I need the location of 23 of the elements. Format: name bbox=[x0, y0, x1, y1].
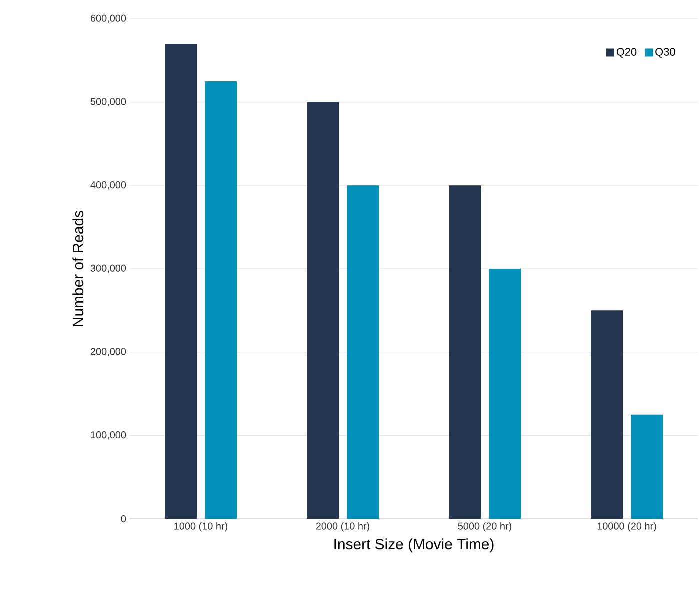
bar bbox=[165, 44, 197, 519]
x-tick-label: 5000 (20 hr) bbox=[458, 522, 512, 532]
y-tick-label: 500,000 bbox=[90, 98, 126, 106]
x-tick-label: 1000 (10 hr) bbox=[174, 522, 228, 532]
bar bbox=[591, 310, 624, 519]
y-tick-label: 200,000 bbox=[90, 348, 126, 356]
x-tick-label: 10000 (20 hr) bbox=[598, 522, 656, 532]
bar bbox=[489, 268, 522, 519]
bar bbox=[307, 102, 340, 519]
x-axis-title: Insert Size (Movie Time) bbox=[334, 538, 494, 553]
y-tick-label: 400,000 bbox=[90, 182, 126, 190]
x-tick-label: 2000 (10 hr) bbox=[316, 522, 370, 532]
bar bbox=[205, 81, 237, 519]
y-tick-label: 600,000 bbox=[90, 14, 126, 24]
y-tick-label: 0 bbox=[121, 515, 126, 523]
bar bbox=[631, 414, 664, 519]
y-axis-title: Number of Reads bbox=[72, 211, 84, 326]
y-tick-label: 300,000 bbox=[90, 264, 126, 274]
legend-label: Q30 bbox=[656, 48, 676, 58]
bar bbox=[449, 186, 482, 519]
bar bbox=[347, 186, 380, 519]
legend-label: Q20 bbox=[616, 48, 637, 58]
y-tick-label: 100,000 bbox=[91, 432, 126, 440]
